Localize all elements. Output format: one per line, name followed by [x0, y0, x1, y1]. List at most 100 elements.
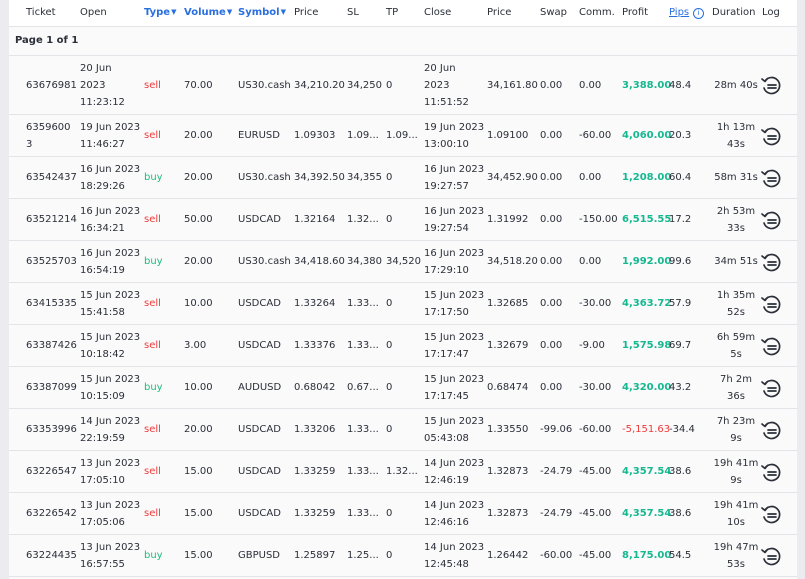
open-datetime: 13 Jun 2023 17:05:06: [80, 497, 142, 531]
info-icon[interactable]: i: [693, 8, 705, 19]
type-value: sell: [144, 466, 161, 477]
close-datetime: 19 Jun 2023 13:00:10: [424, 119, 486, 153]
pips-value: 38.6: [669, 508, 692, 519]
swap-value: 0.00: [540, 256, 563, 267]
close-datetime: 16 Jun 2023 19:27:57: [424, 161, 486, 195]
log-history-button[interactable]: [759, 377, 781, 399]
swap-value: 0.00: [540, 214, 563, 225]
right-gutter: [797, 0, 805, 579]
close-date: 20 Jun 2023: [424, 63, 456, 91]
log-history-button[interactable]: [759, 74, 781, 96]
trade-duration: 1h 35m 52s: [716, 290, 756, 318]
trade-duration: 7h 2m 36s: [720, 374, 752, 402]
sort-caret-icon: ▼: [226, 8, 233, 16]
col-pips-sort[interactable]: Pips i: [669, 7, 705, 19]
close-datetime: 15 Jun 2023 05:43:08: [424, 413, 486, 447]
col-open: Open: [80, 7, 107, 18]
sort-caret-icon: ▼: [280, 8, 286, 16]
price-value: 1.33376: [294, 340, 336, 351]
open-date: 15 Jun 2023: [80, 332, 141, 343]
ticket-value: 63226542: [26, 508, 77, 519]
history-icon: [761, 547, 781, 566]
col-close-price: Price: [487, 7, 512, 18]
log-history-button[interactable]: [759, 419, 781, 441]
col-type-sort[interactable]: Type▼: [144, 7, 177, 18]
open-time: 16:34:21: [80, 223, 125, 234]
tp-value: 0: [386, 340, 393, 351]
log-history-button[interactable]: [759, 251, 781, 273]
log-history-button[interactable]: [759, 545, 781, 567]
swap-value: 0.00: [540, 172, 563, 183]
col-volume-sort[interactable]: Volume▼: [184, 7, 233, 18]
open-date: 16 Jun 2023: [80, 164, 141, 175]
close-date: 14 Jun 2023: [424, 458, 485, 469]
close-time: 17:17:45: [424, 391, 469, 402]
profit-value: 4,357.54: [622, 508, 672, 519]
swap-value: 0.00: [540, 382, 563, 393]
volume-value: 20.00: [184, 256, 213, 267]
tp-value: 0: [386, 214, 393, 225]
tp-value: 34,520: [386, 256, 421, 267]
history-icon: [761, 421, 781, 440]
close-price-value: 1.09100: [487, 130, 529, 141]
volume-value: 15.00: [184, 466, 213, 477]
pips-value: 38.6: [669, 466, 692, 477]
comm-value: -150.00: [579, 214, 618, 225]
close-price-value: 1.32873: [487, 466, 529, 477]
sl-value: 1.32...: [347, 214, 379, 225]
open-date: 20 Jun 2023: [80, 63, 112, 91]
log-history-button[interactable]: [759, 335, 781, 357]
history-icon: [761, 337, 781, 356]
trade-history-table: Ticket Open Type▼ Volume▼ Symbol▼ Price …: [9, 0, 797, 579]
close-date: 19 Jun 2023: [424, 122, 485, 133]
volume-value: 15.00: [184, 550, 213, 561]
table-row: 63525703 16 Jun 2023 16:54:19 buy 20.00 US30.…: [9, 241, 797, 283]
price-value: 1.25897: [294, 550, 336, 561]
ticket-value: 63676981: [26, 80, 77, 91]
price-value: 1.33264: [294, 298, 336, 309]
close-datetime: 14 Jun 2023 12:45:48: [424, 539, 486, 573]
table-row: 63226542 13 Jun 2023 17:05:06 sell 15.00 USDC…: [9, 493, 797, 535]
log-history-button[interactable]: [759, 503, 781, 525]
pips-value: 43.2: [669, 382, 692, 393]
ticket-value: 63521214: [26, 214, 77, 225]
open-date: 15 Jun 2023: [80, 290, 141, 301]
comm-value: -9.00: [579, 340, 605, 351]
pips-value: 57.9: [669, 298, 692, 309]
open-datetime: 15 Jun 2023 10:18:42: [80, 329, 142, 363]
close-price-value: 1.32873: [487, 508, 529, 519]
ticket-value: 63387426: [26, 340, 77, 351]
symbol-value: US30.cash: [238, 172, 291, 183]
log-history-button[interactable]: [759, 167, 781, 189]
log-history-button[interactable]: [759, 125, 781, 147]
close-price-value: 1.26442: [487, 550, 529, 561]
ticket-value: 63353996: [26, 424, 77, 435]
col-symbol-sort[interactable]: Symbol▼: [238, 7, 286, 18]
col-close: Close: [424, 7, 452, 18]
profit-value: 6,515.55: [622, 214, 672, 225]
open-datetime: 15 Jun 2023 10:15:09: [80, 371, 142, 405]
close-datetime: 16 Jun 2023 17:29:10: [424, 245, 486, 279]
comm-value: -60.00: [579, 130, 612, 141]
close-datetime: 15 Jun 2023 17:17:45: [424, 371, 486, 405]
sl-value: 1.25...: [347, 550, 379, 561]
open-datetime: 20 Jun 2023 11:23:12: [80, 60, 125, 111]
close-datetime: 16 Jun 2023 19:27:54: [424, 203, 486, 237]
close-price-value: 34,161.80: [487, 80, 538, 91]
table-row: 63224435 13 Jun 2023 16:57:55 buy 15.00 GBPUS…: [9, 535, 797, 577]
open-time: 15:41:58: [80, 307, 125, 318]
profit-value: 4,320.00: [622, 382, 672, 393]
open-datetime: 15 Jun 2023 15:41:58: [80, 287, 142, 321]
log-history-button[interactable]: [759, 209, 781, 231]
symbol-value: USDCAD: [238, 466, 281, 477]
log-history-button[interactable]: [759, 293, 781, 315]
open-time: 11:46:27: [80, 139, 125, 150]
pips-value: 48.4: [669, 80, 692, 91]
type-value: buy: [144, 382, 163, 393]
log-history-button[interactable]: [759, 461, 781, 483]
close-time: 05:43:08: [424, 433, 469, 444]
tp-value: 0: [386, 382, 393, 393]
tp-value: 0: [386, 298, 393, 309]
col-tp: TP: [386, 7, 399, 18]
